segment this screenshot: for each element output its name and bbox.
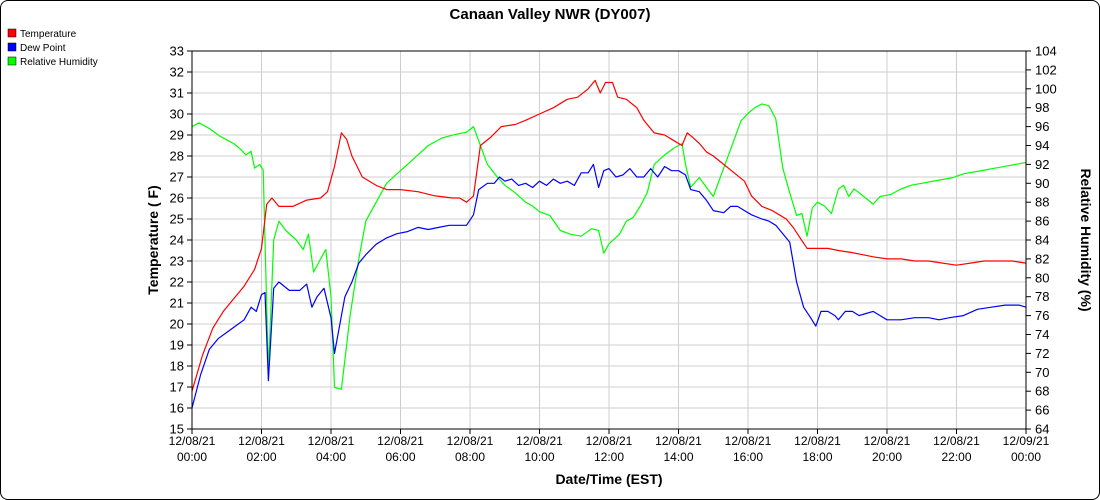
x-tick-date: 12/08/21 xyxy=(864,434,911,448)
x-tick-time: 20:00 xyxy=(872,450,902,464)
y2-tick-label: 104 xyxy=(1035,44,1057,59)
y-tick-label: 26 xyxy=(170,191,184,206)
y2-tick-label: 98 xyxy=(1035,100,1049,115)
y-tick-label: 32 xyxy=(170,65,184,80)
x-tick-time: 08:00 xyxy=(455,450,485,464)
y2-tick-label: 68 xyxy=(1035,384,1049,399)
x-tick-time: 14:00 xyxy=(663,450,693,464)
series-line-temperature xyxy=(191,79,1027,392)
series-line-relative-humidity xyxy=(191,103,1027,390)
y-tick-label: 19 xyxy=(170,338,184,353)
y2-tick-label: 102 xyxy=(1035,62,1057,77)
y-tick-label: 18 xyxy=(170,359,184,374)
y-tick-label: 33 xyxy=(170,44,184,59)
y-tick-label: 21 xyxy=(170,296,184,311)
y-tick-label: 23 xyxy=(170,254,184,269)
y2-tick-label: 78 xyxy=(1035,289,1049,304)
x-tick-time: 00:00 xyxy=(1011,450,1041,464)
y2-tick-label: 94 xyxy=(1035,138,1049,153)
y2-tick-label: 80 xyxy=(1035,270,1049,285)
y-tick-label: 24 xyxy=(170,233,184,248)
y2-axis-ticks: 64 66 68 70 72 74 76 78 80 82 84 86 88 90 92 94 96 98 100 1… xyxy=(1026,44,1057,437)
x-tick-time: 10:00 xyxy=(524,450,554,464)
x-tick-time: 04:00 xyxy=(316,450,346,464)
x-tick-date: 12/08/21 xyxy=(933,434,980,448)
legend: Temperature Dew Point Relative Humidity xyxy=(7,28,98,68)
x-tick-time: 16:00 xyxy=(733,450,763,464)
y2-tick-label: 100 xyxy=(1035,81,1057,96)
x-tick-date: 12/08/21 xyxy=(169,434,216,448)
legend-label: Dew Point xyxy=(20,43,66,54)
x-tick-time: 06:00 xyxy=(385,450,415,464)
chart-title: Canaan Valley NWR (DY007) xyxy=(450,6,651,23)
legend-label: Relative Humidity xyxy=(20,57,98,68)
x-tick-time: 12:00 xyxy=(594,450,624,464)
x-tick-date: 12/08/21 xyxy=(447,434,494,448)
y-tick-label: 15 xyxy=(170,422,184,437)
legend-swatch xyxy=(7,56,17,66)
y-tick-label: 27 xyxy=(170,170,184,185)
y2-axis-title: Relative Humidity (%) xyxy=(1078,168,1094,311)
y2-tick-label: 82 xyxy=(1035,251,1049,266)
y2-tick-label: 88 xyxy=(1035,195,1049,210)
series-line-dew-point xyxy=(191,163,1027,409)
y-tick-label: 25 xyxy=(170,212,184,227)
y-tick-label: 20 xyxy=(170,317,184,332)
y-tick-label: 28 xyxy=(170,149,184,164)
y-axis-ticks: 15 16 17 18 19 20 21 22 23 24 25 26 27 28 29 30 31 32 33 xyxy=(170,44,192,437)
y2-tick-label: 76 xyxy=(1035,308,1049,323)
y2-tick-label: 96 xyxy=(1035,119,1049,134)
x-tick-date: 12/08/21 xyxy=(308,434,355,448)
y-axis-title: Temperature ( F) xyxy=(145,185,161,294)
series-layer xyxy=(191,79,1027,409)
x-tick-date: 12/08/21 xyxy=(238,434,285,448)
y-tick-label: 29 xyxy=(170,128,184,143)
x-axis-title: Date/Time (EST) xyxy=(555,471,662,487)
y-tick-label: 22 xyxy=(170,275,184,290)
x-tick-date: 12/08/21 xyxy=(794,434,841,448)
x-tick-time: 02:00 xyxy=(246,450,276,464)
x-tick-time: 18:00 xyxy=(802,450,832,464)
y2-tick-label: 90 xyxy=(1035,176,1049,191)
y2-tick-label: 92 xyxy=(1035,157,1049,172)
y2-tick-label: 64 xyxy=(1035,422,1049,437)
x-tick-date: 12/09/21 xyxy=(1003,434,1050,448)
x-tick-date: 12/08/21 xyxy=(377,434,424,448)
y2-tick-label: 86 xyxy=(1035,214,1049,229)
legend-swatch xyxy=(7,42,17,52)
y2-tick-label: 72 xyxy=(1035,346,1049,361)
x-tick-date: 12/08/21 xyxy=(586,434,633,448)
y2-tick-label: 66 xyxy=(1035,403,1049,418)
y2-tick-label: 70 xyxy=(1035,365,1049,380)
legend-label: Temperature xyxy=(20,29,77,40)
x-tick-date: 12/08/21 xyxy=(516,434,563,448)
y-tick-label: 16 xyxy=(170,401,184,416)
x-tick-date: 12/08/21 xyxy=(725,434,772,448)
y-tick-label: 30 xyxy=(170,107,184,122)
x-tick-time: 22:00 xyxy=(941,450,971,464)
x-tick-time: 00:00 xyxy=(177,450,207,464)
y-tick-label: 31 xyxy=(170,86,184,101)
y2-tick-label: 74 xyxy=(1035,327,1049,342)
legend-swatch xyxy=(7,28,17,38)
y-tick-label: 17 xyxy=(170,380,184,395)
x-tick-date: 12/08/21 xyxy=(655,434,702,448)
y2-tick-label: 84 xyxy=(1035,233,1049,248)
grid xyxy=(192,51,1026,429)
x-axis-ticks: 12/08/21 00:00 12/08/21 02:00 12/08/21 04:00 1… xyxy=(169,429,1050,464)
